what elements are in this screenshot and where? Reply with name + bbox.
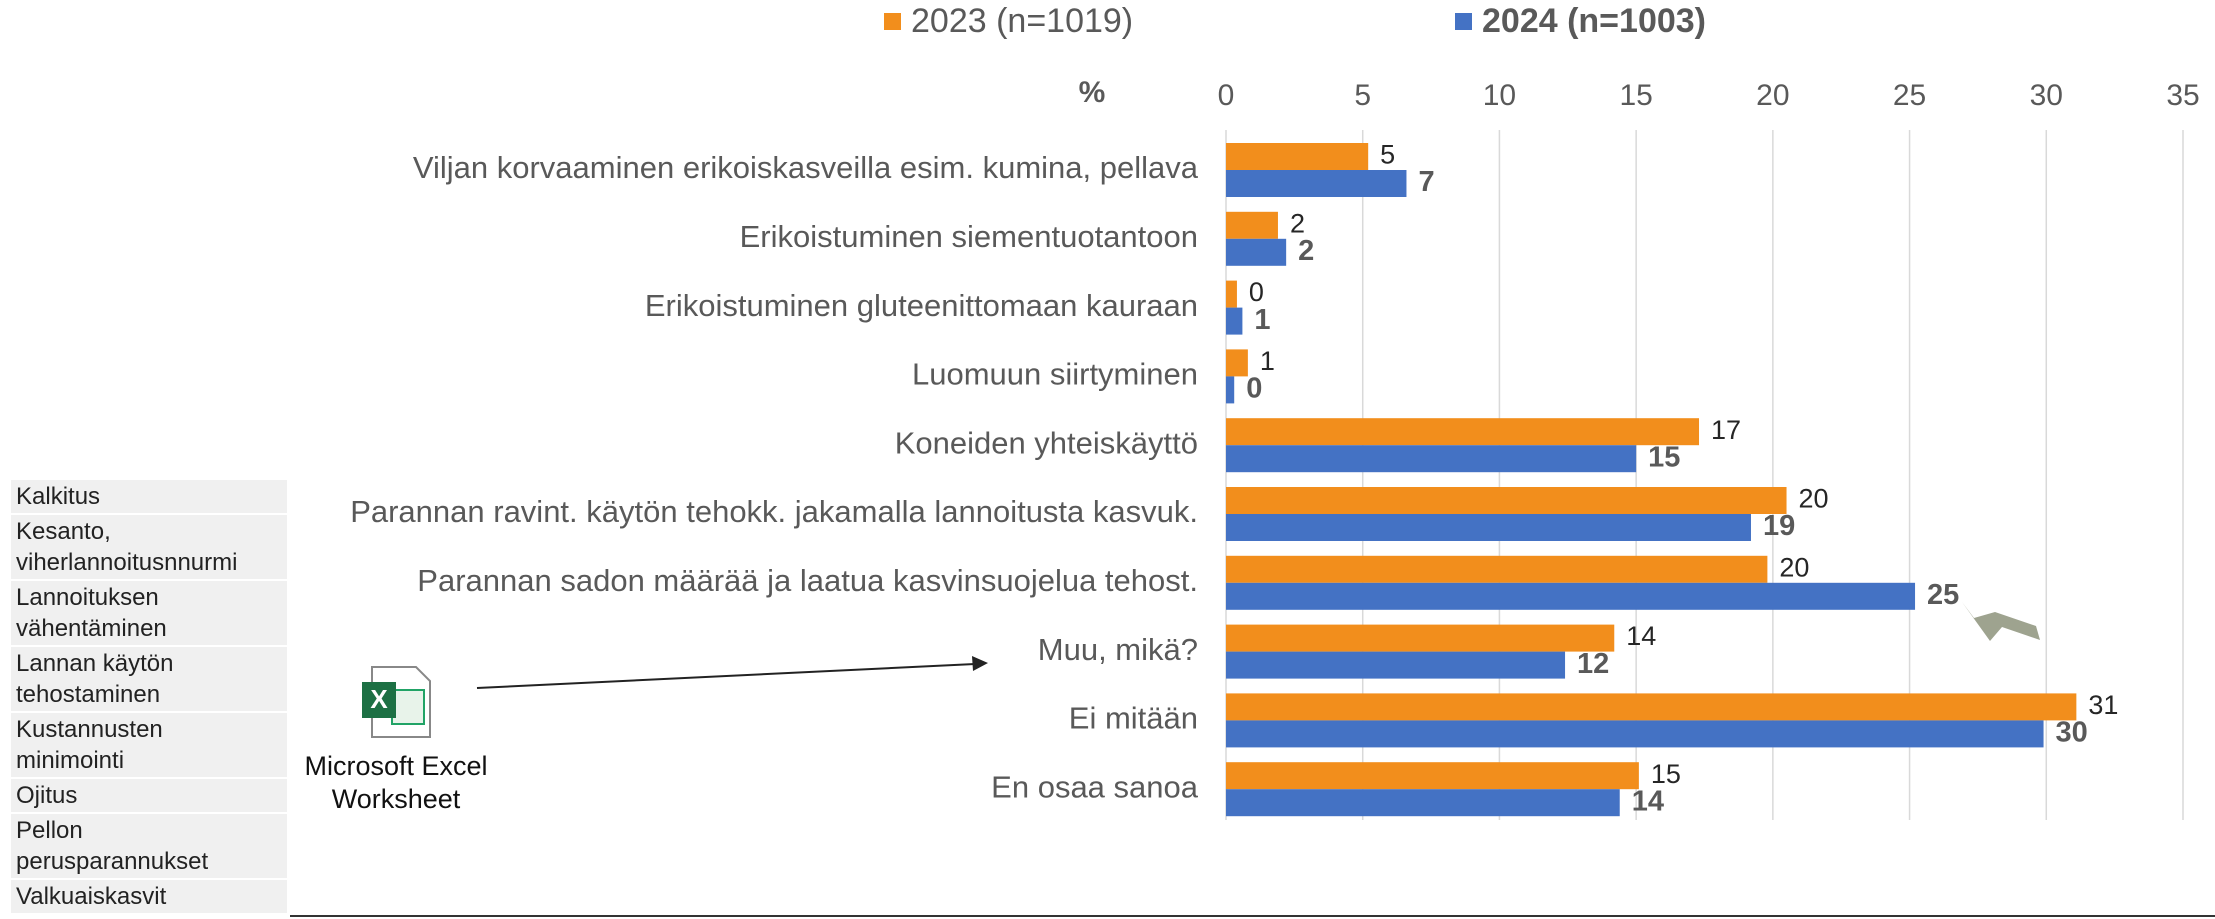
bar — [1226, 376, 1235, 404]
excel-icon: X — [362, 666, 431, 738]
category-label: Muu, mikä? — [1038, 632, 1198, 667]
list-item-bg — [11, 480, 287, 513]
data-label: 1 — [1260, 346, 1275, 376]
bar — [1226, 487, 1787, 514]
list-item-bg — [11, 713, 287, 777]
list-item-text: viherlannoitusnnurmi — [16, 549, 237, 576]
list-item-text: vähentäminen — [16, 615, 167, 642]
list-item-bg — [11, 581, 287, 645]
category-label: Parannan sadon määrää ja laatua kasvinsu… — [417, 563, 1198, 598]
pointer-arrowhead — [972, 656, 988, 671]
list-item-text: Ojitus — [16, 782, 77, 809]
category-label: Viljan korvaaminen erikoiskasveilla esim… — [413, 150, 1199, 185]
category-label: En osaa sanoa — [991, 769, 1199, 804]
bar — [1226, 349, 1248, 377]
svg-text:X: X — [370, 684, 388, 714]
highlight-arrow — [1962, 602, 2040, 641]
data-label: 14 — [1632, 785, 1664, 817]
legend-label: 2024 (n=1003) — [1482, 2, 1706, 40]
axis-label: % — [1079, 76, 1106, 109]
bar — [1226, 418, 1700, 446]
category-label: Parannan ravint. käytön tehokk. jakamall… — [350, 494, 1198, 529]
bar — [1226, 555, 1768, 583]
x-tick-label: 35 — [2166, 79, 2199, 112]
category-label: Luomuun siirtyminen — [912, 357, 1198, 392]
bar — [1226, 693, 2077, 721]
data-label: 25 — [1927, 579, 1959, 611]
list-item-text: Kustannusten — [16, 716, 163, 743]
bar — [1226, 238, 1287, 266]
legend-swatch — [884, 13, 901, 30]
bar — [1226, 720, 2044, 748]
x-tick-label: 15 — [1619, 79, 1652, 112]
data-label: 1 — [1254, 304, 1270, 336]
list-item-text: Valkuaiskasvit — [16, 883, 167, 910]
data-label: 2 — [1298, 235, 1314, 267]
list-item-bg — [11, 779, 287, 812]
list-item-bg — [11, 880, 287, 913]
data-label: 30 — [2056, 717, 2088, 749]
list-item-text: Lannan käytön — [16, 650, 173, 677]
data-label: 12 — [1577, 648, 1609, 680]
data-label: 0 — [1249, 277, 1264, 307]
bar — [1226, 651, 1566, 679]
bar — [1226, 582, 1916, 610]
data-label: 15 — [1648, 441, 1680, 473]
list-item-text: Kalkitus — [16, 483, 100, 510]
data-label: 2 — [1290, 208, 1305, 238]
data-label: 31 — [2088, 690, 2118, 720]
data-label: 7 — [1418, 166, 1434, 198]
category-label: Ei mitään — [1069, 701, 1198, 736]
list-item-text: tehostaminen — [16, 681, 160, 708]
x-tick-label: 30 — [2030, 79, 2063, 112]
bar — [1226, 143, 1369, 170]
list-item-text: perusparannukset — [16, 848, 208, 875]
list-item-text: Lannoituksen — [16, 584, 159, 611]
data-label: 0 — [1246, 373, 1262, 405]
list-item-text: Kesanto, — [16, 518, 111, 545]
bar — [1226, 211, 1278, 239]
pointer-arrow — [476, 663, 976, 689]
list-item-bg — [11, 515, 287, 579]
data-label: 20 — [1779, 552, 1809, 582]
list-item-bg — [11, 647, 287, 711]
bar — [1226, 789, 1620, 817]
object-label: Microsoft Excel — [304, 751, 487, 781]
bar — [1226, 170, 1407, 197]
list-item-text: minimointi — [16, 747, 124, 774]
x-tick-label: 10 — [1483, 79, 1516, 112]
x-tick-label: 25 — [1893, 79, 1926, 112]
category-label: Erikoistuminen siementuotantoon — [740, 219, 1198, 254]
data-label: 20 — [1799, 484, 1829, 514]
x-tick-label: 5 — [1354, 79, 1371, 112]
bar — [1226, 762, 1639, 790]
bar — [1226, 307, 1243, 335]
bar — [1226, 514, 1751, 541]
data-label: 19 — [1763, 510, 1795, 542]
category-label: Erikoistuminen gluteenittomaan kauraan — [645, 288, 1198, 323]
x-tick-label: 20 — [1756, 79, 1789, 112]
data-label: 14 — [1626, 621, 1656, 651]
legend-label: 2023 (n=1019) — [911, 2, 1133, 40]
data-label: 17 — [1711, 415, 1741, 445]
legend-swatch — [1455, 13, 1472, 30]
object-label: Worksheet — [332, 784, 461, 814]
bar — [1226, 624, 1615, 652]
list-item-text: Pellon — [16, 817, 83, 844]
data-label: 15 — [1651, 759, 1681, 789]
data-label: 5 — [1380, 140, 1395, 170]
category-label: Koneiden yhteiskäyttö — [895, 425, 1198, 460]
bar — [1226, 280, 1237, 308]
list-item-bg — [11, 814, 287, 878]
bar — [1226, 445, 1637, 473]
x-tick-label: 0 — [1218, 79, 1235, 112]
